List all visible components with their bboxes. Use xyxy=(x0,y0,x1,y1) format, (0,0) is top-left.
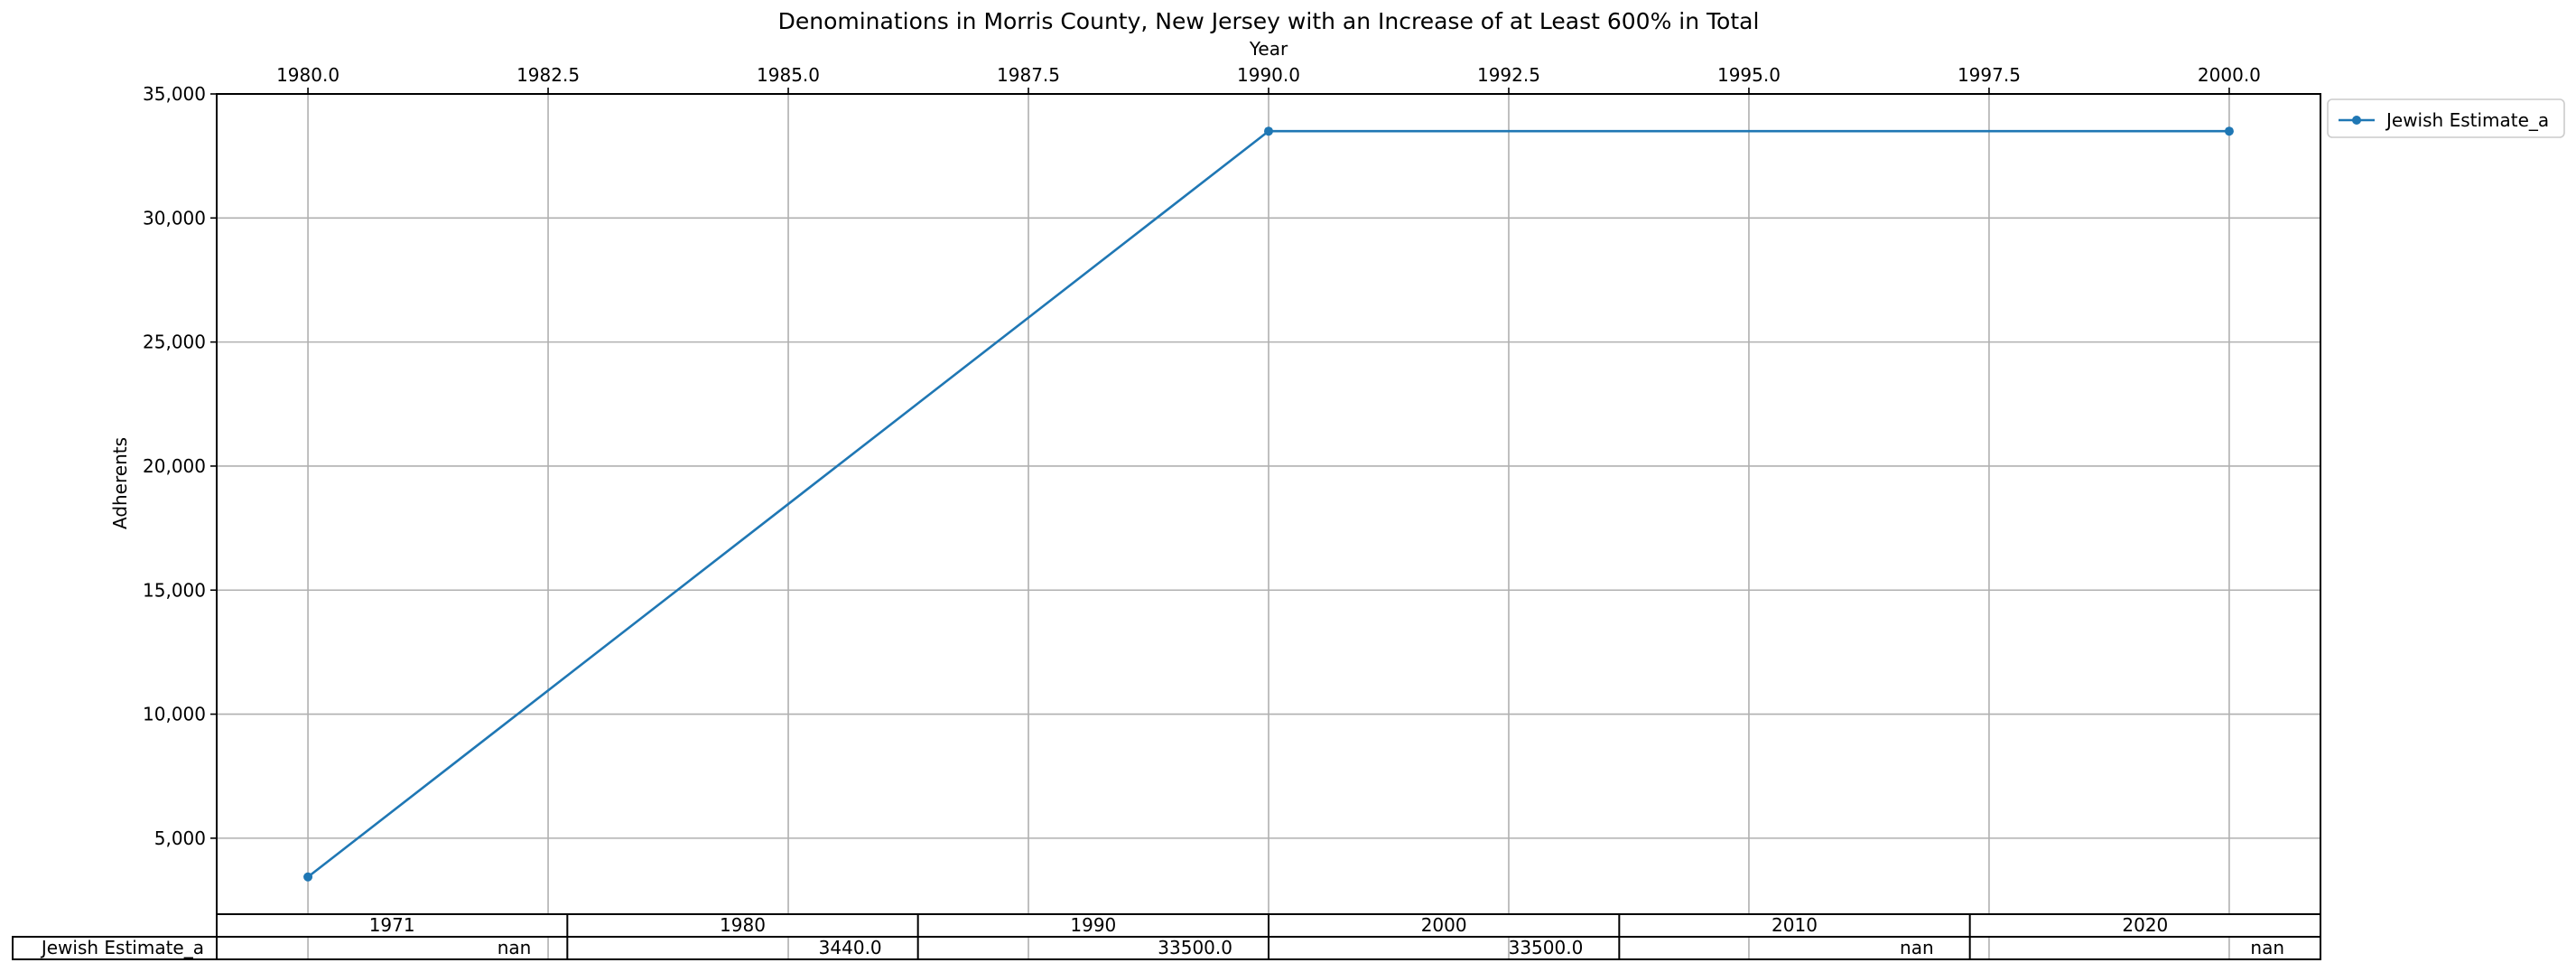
legend-box xyxy=(2327,98,2565,138)
legend-marker xyxy=(2352,116,2361,125)
table-column-header: 2020 xyxy=(2122,914,2168,936)
y-tick-label: 25,000 xyxy=(143,332,206,353)
y-tick-label: 15,000 xyxy=(143,579,206,601)
data-point xyxy=(2224,126,2234,136)
y-tick-label: 30,000 xyxy=(143,207,206,229)
legend-label: Jewish Estimate_a xyxy=(2385,109,2549,131)
data-point xyxy=(1264,126,1273,136)
chart-title: Denominations in Morris County, New Jers… xyxy=(778,8,1760,34)
y-tick-label: 20,000 xyxy=(143,455,206,477)
y-tick-label: 5,000 xyxy=(154,827,206,849)
series-layer xyxy=(303,126,2234,882)
table-column-header: 2010 xyxy=(1772,914,1818,936)
table-column-header: 1990 xyxy=(1070,914,1116,936)
table-column-header: 2000 xyxy=(1421,914,1467,936)
table-cell: 33500.0 xyxy=(1509,937,1584,958)
table-row-label: Jewish Estimate_a xyxy=(40,937,204,958)
grid xyxy=(217,93,2320,959)
x-tick-label: 1985.0 xyxy=(757,64,820,86)
legend: Jewish Estimate_a xyxy=(2327,98,2565,138)
x-axis-ticks: 1980.0 1982.5 1985.0 1987.5 1990.0 1992.5 1995… xyxy=(276,64,2261,94)
x-tick-label: 1995.0 xyxy=(1717,64,1781,86)
y-axis-label: Adherents xyxy=(109,437,131,529)
table-cell: nan xyxy=(1900,937,1934,958)
table-data-row xyxy=(12,936,2321,960)
table-cell: 3440.0 xyxy=(819,937,882,958)
table-cell: nan xyxy=(498,937,532,958)
x-tick-label: 1992.5 xyxy=(1477,64,1540,86)
data-point xyxy=(303,872,313,882)
table-column-header: 1980 xyxy=(720,914,766,936)
x-tick-label: 2000.0 xyxy=(2198,64,2261,86)
x-tick-label: 1982.5 xyxy=(516,64,580,86)
x-axis-label: Year xyxy=(1249,38,1288,60)
y-tick-label: 35,000 xyxy=(143,83,206,105)
table-column-header: 1971 xyxy=(369,914,415,936)
x-tick-label: 1987.5 xyxy=(997,64,1060,86)
table-cell: nan xyxy=(2250,937,2284,958)
x-tick-label: 1990.0 xyxy=(1237,64,1300,86)
y-axis-ticks: 5,000 10,000 15,000 20,000 25,000 30,000 35,00… xyxy=(143,83,217,849)
data-table: 1971 1980 1990 2000 2010 2020 Jewish Estimate_… xyxy=(12,913,2321,960)
y-tick-label: 10,000 xyxy=(143,704,206,725)
x-tick-label: 1997.5 xyxy=(1958,64,2021,86)
x-tick-label: 1980.0 xyxy=(276,64,339,86)
table-cell: 33500.0 xyxy=(1158,937,1232,958)
